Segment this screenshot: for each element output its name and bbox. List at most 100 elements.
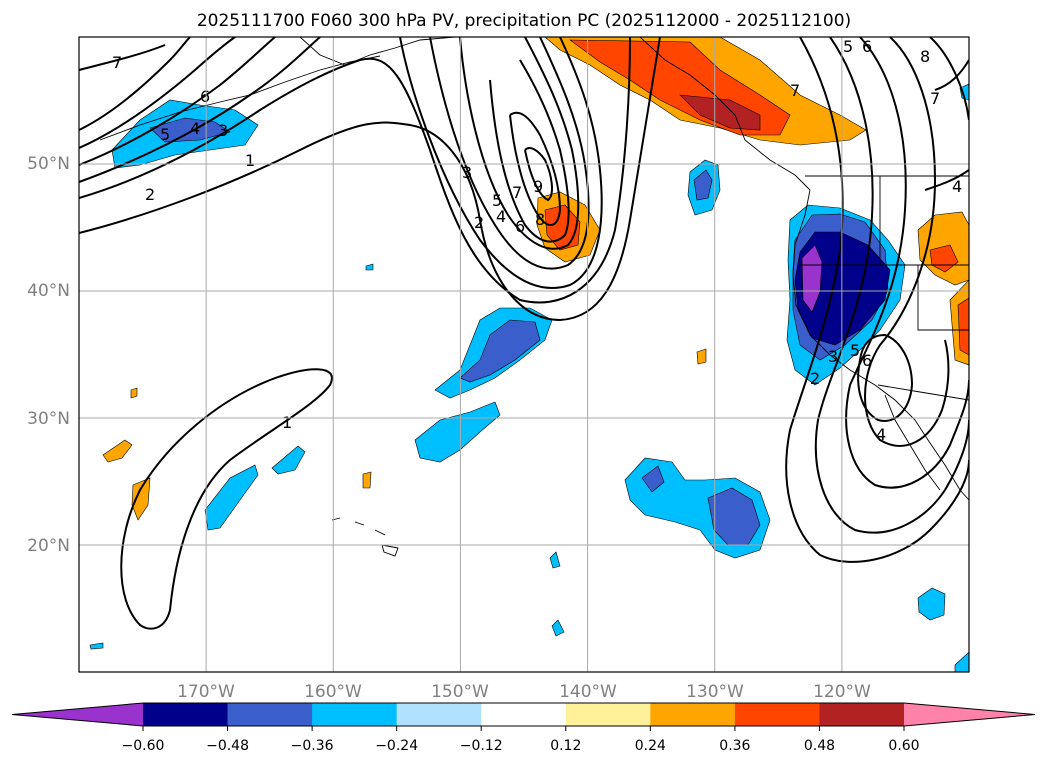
pv-label-2: 6	[200, 87, 210, 106]
pv-label-13: 6	[515, 217, 525, 236]
precip-negative-spot-d	[89, 642, 104, 650]
pv-label-16: 9	[533, 177, 543, 196]
y-tick-label-20n: 20°N	[27, 536, 70, 556]
pv-label-20: 7	[930, 89, 940, 108]
precip-positive-gulf-alaska-core	[679, 94, 761, 131]
precip-negative-norcal-core	[801, 244, 823, 313]
pv-label-10: 2	[474, 213, 484, 232]
pv-label-21: 4	[952, 177, 962, 196]
precip-shading	[89, 37, 969, 672]
pv-contour-labels: 7 6 5 4 3 2 1 1 3 2 5 4 6 7 8 9 5 6 8 7 …	[112, 37, 962, 444]
colorbar-segment-4	[481, 703, 567, 726]
precip-negative-subtropical-core-2	[707, 487, 761, 546]
pv-contour-ridge-2	[79, 37, 631, 304]
precip-negative-west-pacific-1	[204, 464, 259, 531]
pv-label-5: 3	[218, 121, 228, 140]
colorbar-extend-low	[12, 703, 143, 726]
precip-positive-interior-west-4	[957, 297, 969, 356]
border-mexico	[877, 384, 969, 401]
precip-positive-spot-2	[102, 439, 133, 463]
gridlines	[79, 37, 969, 672]
pv-label-9: 3	[462, 163, 472, 182]
y-tick-labels: 20°N 30°N 40°N 50°N	[27, 154, 70, 556]
colorbar-segment-0	[143, 703, 229, 726]
pv-contour-trough-east-6	[924, 59, 969, 191]
colorbar-tick-label-4: −0.12	[460, 738, 503, 754]
colorbar-segment-6	[650, 703, 736, 726]
precip-positive-spot-5	[130, 387, 138, 399]
x-tick-labels: 170°W 160°W 150°W 140°W 130°W 120°W	[177, 682, 871, 702]
precip-negative-aleutians-core	[149, 117, 231, 143]
colorbar-tick-label-8: 0.48	[804, 738, 835, 754]
colorbar-tick-label-7: 0.36	[719, 738, 750, 754]
y-tick-label-40n: 40°N	[27, 281, 70, 301]
x-tick-label-120w: 120°W	[813, 682, 871, 702]
pv-contour-ridge-1	[79, 37, 661, 322]
pv-contour-ridge-7	[79, 44, 562, 226]
pv-label-4: 4	[190, 119, 200, 138]
precip-negative-off-california-2	[414, 401, 501, 463]
colorbar-tick-label-6: 0.24	[635, 738, 666, 754]
x-tick-label-140w: 140°W	[559, 682, 617, 702]
precip-negative-west-pacific-2	[271, 445, 306, 475]
precip-positive-spot-3	[362, 471, 372, 489]
pv-label-24: 4	[876, 425, 886, 444]
pv-contour-ridge-5	[79, 37, 580, 250]
coast-bc-panhandle	[639, 37, 811, 191]
pv-label-26: 6	[862, 351, 872, 370]
colorbar-tick-label-9: 0.60	[888, 738, 919, 754]
colorbar: −0.60 −0.48 −0.36 −0.24 −0.12 0.12 0.24 0.36 0.4…	[11, 702, 1036, 754]
x-tick-label-150w: 150°W	[431, 682, 489, 702]
precip-negative-subtropical-core-1	[641, 465, 665, 493]
pv-label-23: 2	[810, 369, 820, 388]
pv-label-25: 3	[828, 347, 838, 366]
colorbar-tick-label-5: 0.12	[550, 738, 581, 754]
colorbar-tick-label-1: −0.48	[206, 738, 249, 754]
pv-contour-trough-east-3	[845, 37, 969, 489]
map-frame	[78, 36, 970, 673]
colorbar-segment-5	[565, 703, 651, 726]
pv-contour-trough-east-5	[857, 37, 969, 422]
pv-label-22: 5	[850, 341, 860, 360]
pv-contour-low-core	[524, 147, 553, 202]
pv-label-17: 5	[843, 37, 853, 56]
y-tick-label-50n: 50°N	[27, 154, 70, 174]
pv-label-19: 8	[920, 47, 930, 66]
precip-negative-off-california-core	[459, 319, 541, 383]
x-tick-label-170w: 170°W	[177, 682, 235, 702]
colorbar-segment-1	[227, 703, 313, 726]
pv-label-15: 8	[535, 210, 545, 229]
pv-label-7: 1	[245, 151, 255, 170]
pv-label-14: 7	[512, 183, 522, 202]
pv-contour-trough-east-4	[864, 37, 950, 447]
pv-label-12: 4	[496, 207, 506, 226]
colorbar-tick-label-0: −0.60	[122, 738, 165, 754]
pv-contour-trough-west	[120, 368, 333, 630]
precip-negative-spot-a	[917, 587, 946, 621]
pv-contour-ridge-3	[79, 37, 603, 289]
colorbar-tick-label-2: −0.36	[291, 738, 334, 754]
precip-negative-pnw-spot-core	[693, 169, 713, 201]
colorbar-extend-high	[904, 703, 1035, 726]
border-states-1	[800, 176, 969, 331]
colorbar-tick-label-3: −0.24	[375, 738, 418, 754]
pv-label-11: 5	[492, 191, 502, 210]
coast-alaska	[299, 37, 456, 66]
pv-label-8: 1	[282, 413, 292, 432]
pv-label-1: 7	[112, 53, 122, 72]
pv-contour-ridge-6	[79, 37, 570, 243]
pv-contour-ridge-4	[79, 37, 590, 270]
pv-contour-trough-east-2	[814, 37, 969, 534]
precip-negative-spot-c	[551, 619, 565, 637]
coast-west-us	[792, 189, 969, 501]
pv-label-6: 2	[145, 185, 155, 204]
precip-negative-spot-b	[549, 551, 561, 569]
colorbar-segment-2	[312, 703, 398, 726]
y-tick-label-30n: 30°N	[27, 409, 70, 429]
colorbar-segment-3	[396, 703, 482, 726]
colorbar-segment-8	[819, 703, 905, 726]
precip-negative-spot-e	[954, 651, 969, 672]
hawaii-islands	[331, 517, 399, 557]
x-tick-label-160w: 160°W	[304, 682, 362, 702]
